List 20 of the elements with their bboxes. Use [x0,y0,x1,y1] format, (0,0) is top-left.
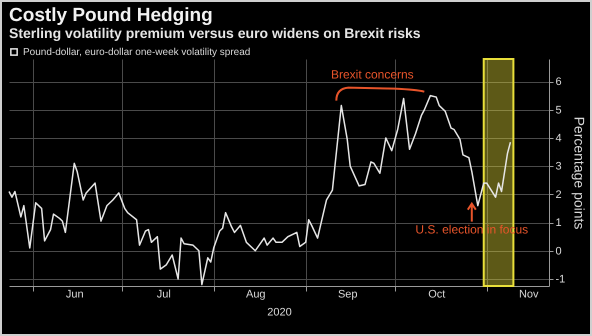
x-tick-label: Aug [246,288,266,300]
legend-label: Pound-dollar, euro-dollar one-week volatility spread [23,47,250,58]
y-tick-label: 5 [556,104,562,116]
x-tick-label: Jun [66,288,84,300]
y-tick-label: -1 [556,273,566,286]
x-axis-title: 2020 [267,306,292,318]
chart-title: Costly Pound Hedging [9,5,213,26]
x-tick-label: Sep [338,288,358,300]
y-tick-label: 3 [556,160,562,173]
x-tick-label: Jul [156,288,171,300]
y-tick-label: 4 [556,132,562,144]
y-tick-label: 2 [556,188,562,201]
y-axis-title: Percentage points [571,116,588,230]
y-tick-label: 0 [556,245,562,258]
annotation: Brexit concerns [330,68,414,82]
y-tick-label: 1 [556,217,562,230]
chart-subtitle: Sterling volatility premium versus euro widens on Brexit risks [9,25,421,41]
y-tick-label: 6 [556,76,562,88]
x-tick-label: Oct [428,288,446,300]
x-tick-label: Nov [518,288,540,300]
